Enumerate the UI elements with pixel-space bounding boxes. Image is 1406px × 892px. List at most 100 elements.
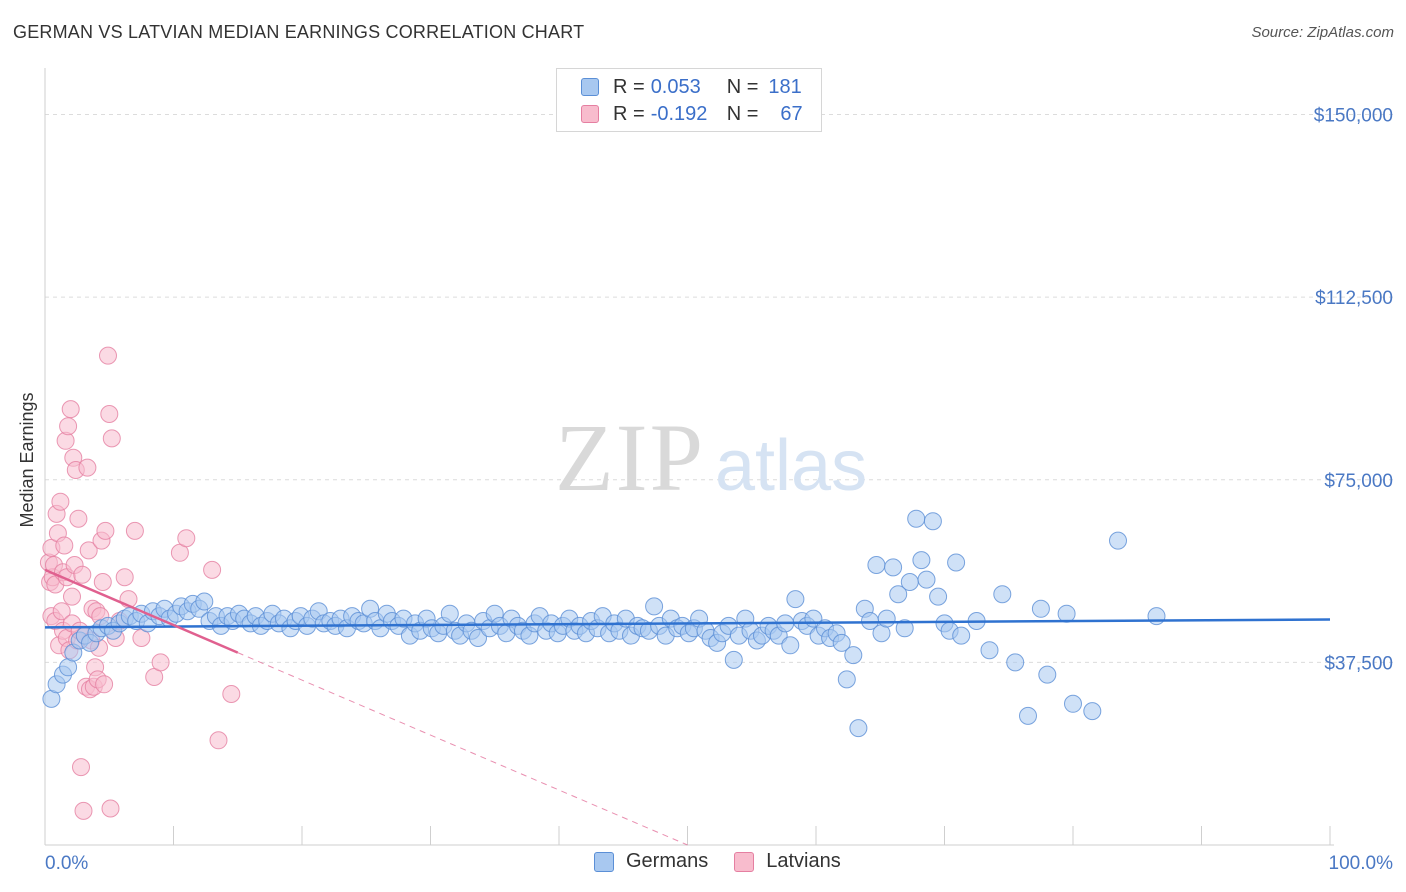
latvian-point	[96, 521, 115, 540]
german-point	[1006, 653, 1025, 672]
latvian-point	[100, 405, 119, 423]
watermark-zip: ZIP	[555, 404, 705, 511]
latvian-point	[78, 458, 97, 477]
x-tick-label: 100.0%	[1329, 853, 1394, 874]
german-point	[786, 590, 805, 609]
german-point	[1147, 607, 1166, 626]
german-point	[724, 650, 743, 669]
german-point	[952, 626, 971, 645]
german-point	[832, 633, 851, 652]
axes	[44, 68, 1334, 846]
latvians-legend-swatch	[734, 851, 755, 872]
r-label: R =	[613, 102, 645, 125]
legend-item-latvians[interactable]: Latvians	[734, 850, 841, 873]
german-point	[895, 619, 914, 638]
german-point	[781, 636, 800, 655]
y-tick-label: $150,000	[1314, 106, 1393, 127]
latvian-point	[63, 587, 81, 606]
latvian-trend-line	[44, 568, 239, 654]
german-point	[889, 585, 908, 604]
latvian-point	[59, 417, 78, 436]
latvian-point	[69, 509, 88, 528]
latvian-point	[125, 521, 144, 540]
german-point	[440, 604, 459, 623]
latvian-point	[222, 685, 241, 703]
r-label: R =	[613, 75, 645, 98]
latvian-point	[209, 731, 228, 750]
german-point	[907, 509, 926, 528]
germans-legend-swatch	[594, 851, 614, 872]
latvian-point	[79, 541, 98, 560]
german-point	[993, 585, 1012, 604]
german-point	[849, 719, 868, 738]
watermark-atlas: atlas	[715, 426, 867, 506]
german-point	[1064, 694, 1082, 713]
latvian-point	[55, 536, 74, 555]
watermark: ZIP atlas	[555, 404, 867, 511]
latvian-point	[115, 568, 134, 587]
gridlines	[45, 114, 1393, 663]
german-point	[884, 558, 903, 577]
latvians-legend-label: Latvians	[766, 850, 841, 872]
legend-row-germans: R = 0.053 N = 181	[581, 74, 802, 100]
latvians-swatch	[581, 105, 599, 123]
german-point	[1038, 665, 1057, 684]
german-point	[877, 609, 896, 628]
legend-item-germans[interactable]: Germans	[594, 850, 708, 873]
latvian-point	[101, 799, 120, 818]
german-point	[1057, 604, 1076, 623]
tick-labels: $37,500 $75,000 $112,500 $150,000 0.0% 100.0%	[45, 106, 1393, 874]
latvian-point	[177, 529, 196, 548]
stats-legend: R = 0.053 N = 181 R = -0.192 N = 67	[556, 68, 822, 132]
german-point	[912, 551, 931, 570]
series-legend: Germans Latvians	[594, 850, 867, 873]
latvian-point	[95, 675, 114, 694]
latvian-point	[61, 400, 80, 419]
german-point	[837, 670, 856, 689]
r-value: 0.053	[650, 75, 701, 98]
latvian-trend-extension	[237, 652, 688, 846]
source-credit: Source: ZipAtlas.com	[1251, 24, 1394, 41]
german-point	[469, 629, 487, 647]
latvian-point	[52, 602, 71, 621]
latvian-point	[74, 801, 93, 820]
german-point	[195, 592, 214, 611]
german-point	[947, 553, 966, 572]
german-point	[1083, 702, 1102, 721]
german-point	[900, 573, 919, 591]
trend-lines	[44, 568, 1331, 846]
german-point	[645, 597, 664, 616]
german-point	[867, 556, 886, 574]
german-point	[844, 646, 863, 665]
german-point	[923, 512, 942, 531]
germans-swatch	[581, 78, 599, 96]
latvians-points	[39, 346, 241, 820]
german-point	[917, 570, 936, 589]
latvian-point	[73, 565, 92, 584]
latvian-point	[51, 492, 70, 511]
latvian-point	[102, 429, 121, 448]
latvian-point	[203, 560, 222, 579]
n-label: N =	[726, 75, 759, 98]
german-point	[1031, 599, 1050, 618]
y-tick-label: $37,500	[1324, 653, 1393, 674]
legend-row-latvians: R = -0.192 N = 67	[581, 101, 803, 127]
german-point	[1109, 531, 1127, 550]
n-label: N =	[726, 102, 759, 125]
latvian-point	[72, 758, 90, 777]
germans-legend-label: Germans	[626, 850, 709, 872]
x-tick-label: 0.0%	[45, 853, 88, 874]
latvian-point	[93, 573, 112, 591]
german-point	[929, 587, 948, 606]
chart-title: GERMAN VS LATVIAN MEDIAN EARNINGS CORREL…	[13, 22, 585, 42]
latvian-point	[99, 346, 117, 365]
r-value: -0.192	[650, 102, 708, 125]
latvian-point	[56, 431, 75, 450]
german-point	[980, 641, 999, 660]
latvian-point	[151, 653, 170, 672]
y-tick-label: $112,500	[1315, 288, 1393, 309]
n-value: 67	[780, 102, 803, 125]
y-tick-label: $75,000	[1324, 471, 1393, 492]
y-axis-label: Median Earnings	[17, 392, 37, 527]
